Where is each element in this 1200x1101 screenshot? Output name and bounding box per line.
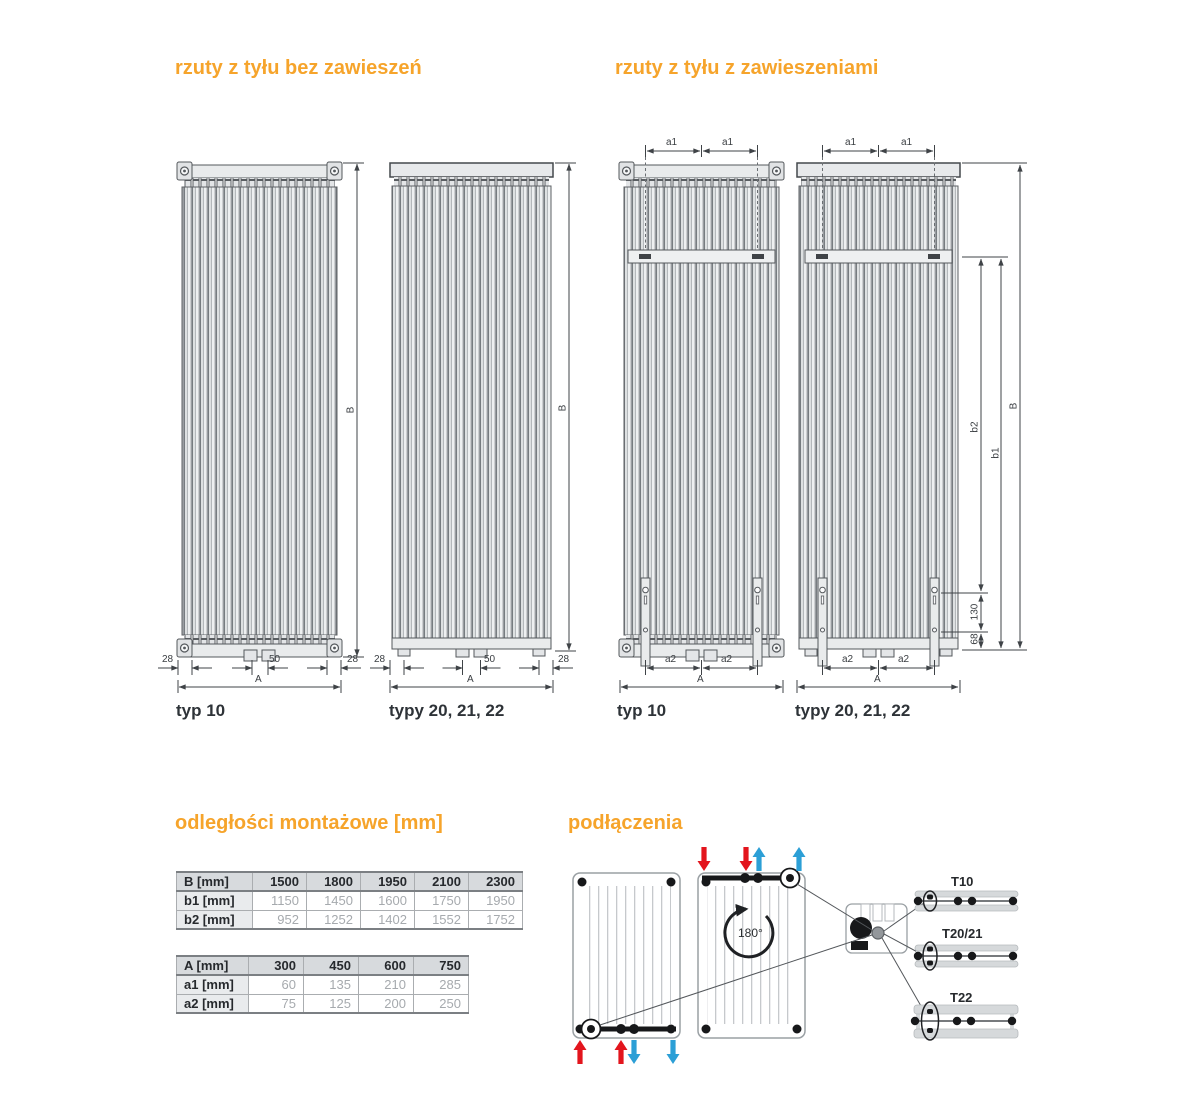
connection-type-t22 (910, 1001, 1019, 1041)
connection-type-t10 (913, 890, 1019, 912)
dim-label-B: B (345, 406, 357, 414)
table-row: b2 [mm] 952 1252 1402 1552 1752 (176, 909, 523, 930)
dim-label-28: 28 (374, 654, 386, 665)
dim-label-a1: a1 (901, 137, 913, 148)
dimension-lines (158, 145, 1027, 693)
dim-label-a2: a2 (842, 654, 854, 665)
dim-label-a1: a1 (722, 137, 734, 148)
dim-label-A: A (467, 674, 474, 685)
dim-label-50: 50 (269, 654, 281, 665)
table-row: b1 [mm] 1150 1450 1600 1750 1950 (176, 890, 523, 911)
hanger-bracket (929, 577, 940, 667)
radiator-typ10-rear (176, 161, 343, 662)
dim-label-a1: a1 (666, 137, 678, 148)
dim-label-a1: a1 (845, 137, 857, 148)
detail-hub (871, 926, 885, 940)
dim-label-a2: a2 (898, 654, 910, 665)
dim-label-b2: b2 (969, 421, 981, 433)
return-arrow-icon (752, 847, 766, 871)
heading-mounting-distances: odległości montażowe [mm] (175, 812, 443, 834)
dim-label-68: 68 (969, 633, 981, 645)
radiator-typ20-rear-hangers (796, 162, 961, 667)
hanger-bracket (752, 577, 763, 667)
heading-rear-with-hangers: rzuty z tyłu z zawieszeniami (615, 57, 879, 79)
label-typ20-21-22: typy 20, 21, 22 (389, 701, 505, 720)
radiator-typ20-rear (389, 162, 554, 658)
rotation-arrow-icon (723, 903, 775, 959)
label-t22: T22 (950, 990, 973, 1005)
label-typ20-21-22-hangers: typy 20, 21, 22 (795, 701, 911, 720)
hanger-bracket (640, 577, 651, 667)
table-row: A [mm] 300 450 600 750 (176, 955, 469, 976)
mounting-table-vertical: B [mm] 1500 1800 1950 2100 2300 b1 [mm] … (176, 871, 523, 930)
dim-label-28: 28 (162, 654, 174, 665)
supply-arrow-icon (573, 1040, 587, 1064)
label-t10: T10 (951, 874, 974, 889)
connections-diagram (572, 847, 1019, 1064)
dim-label-A: A (874, 674, 881, 685)
dim-label-b1: b1 (990, 447, 1002, 459)
heading-connections: podłączenia (568, 812, 683, 834)
dim-label-A: A (697, 674, 704, 685)
supply-arrow-icon (697, 847, 711, 871)
hanger-bracket (817, 577, 828, 667)
dim-label-50: 50 (484, 654, 496, 665)
connection-detail-fragment (845, 903, 908, 954)
dim-label-130: 130 (969, 603, 981, 621)
label-t20-21: T20/21 (942, 926, 983, 941)
dim-label-B: B (557, 404, 569, 412)
rotation-angle-label: 180° (738, 926, 763, 940)
dim-label-28: 28 (558, 654, 570, 665)
mounting-table-horizontal: A [mm] 300 450 600 750 a1 [mm] 60 135 21… (176, 955, 469, 1014)
heading-rear-no-hangers: rzuty z tyłu bez zawieszeń (175, 57, 422, 79)
return-arrow-icon (792, 847, 806, 871)
connection-type-t2021 (913, 941, 1019, 971)
table-row: a1 [mm] 60 135 210 285 (176, 974, 469, 995)
return-arrow-icon (627, 1040, 641, 1064)
dim-label-a2: a2 (721, 654, 733, 665)
dim-label-A: A (255, 674, 262, 685)
mounting-rail (804, 249, 953, 264)
dim-label-a2: a2 (665, 654, 677, 665)
radiator-typ10-rear-hangers (618, 161, 785, 667)
label-typ10-hangers: typ 10 (617, 701, 667, 720)
table-row: a2 [mm] 75 125 200 250 (176, 993, 469, 1014)
return-arrow-icon (666, 1040, 680, 1064)
supply-arrow-icon (614, 1040, 628, 1064)
dim-label-28: 28 (347, 654, 359, 665)
mounting-rail (627, 249, 776, 264)
supply-arrow-icon (739, 847, 753, 871)
dim-label-B: B (1008, 402, 1020, 410)
label-typ10: typ 10 (176, 701, 226, 720)
table-row: B [mm] 1500 1800 1950 2100 2300 (176, 871, 523, 892)
